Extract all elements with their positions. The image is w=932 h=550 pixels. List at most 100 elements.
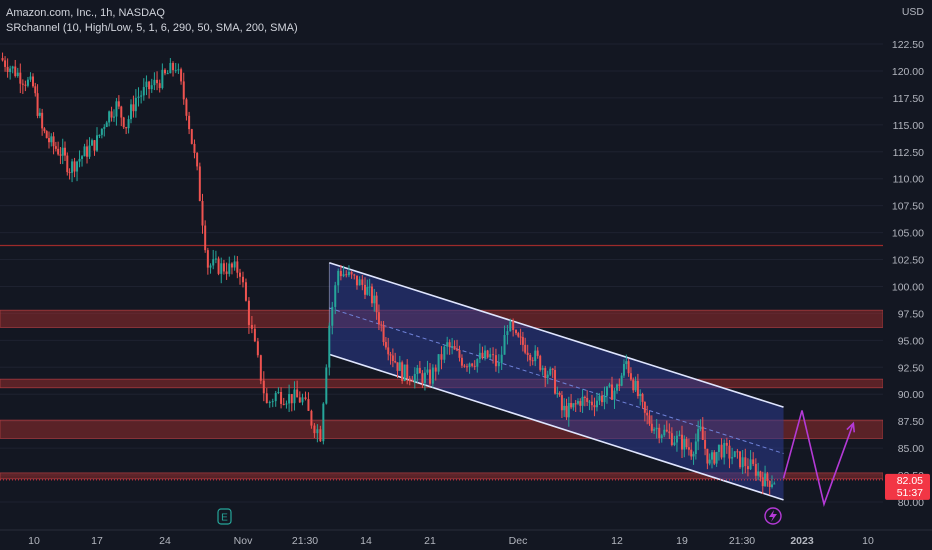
candle-body[interactable]: [301, 397, 304, 403]
candle-body[interactable]: [512, 321, 515, 331]
candle-body[interactable]: [692, 453, 695, 457]
candle-body[interactable]: [236, 261, 239, 273]
candle-body[interactable]: [413, 374, 416, 382]
candle-body[interactable]: [117, 101, 120, 107]
candle-body[interactable]: [429, 369, 431, 384]
candle-body[interactable]: [137, 96, 140, 98]
candle-body[interactable]: [713, 452, 716, 464]
candle-body[interactable]: [38, 112, 41, 116]
candle-body[interactable]: [749, 459, 752, 470]
candle-body[interactable]: [489, 354, 492, 358]
candle-body[interactable]: [663, 429, 666, 436]
candle-body[interactable]: [431, 367, 434, 384]
candle-body[interactable]: [185, 99, 188, 116]
candle-body[interactable]: [699, 426, 702, 430]
candle-body[interactable]: [350, 271, 353, 275]
candle-body[interactable]: [342, 274, 345, 277]
candle-body[interactable]: [560, 395, 563, 411]
candle-body[interactable]: [103, 127, 106, 129]
candle-body[interactable]: [280, 391, 283, 404]
candle-body[interactable]: [130, 104, 132, 120]
candle-body[interactable]: [720, 444, 723, 458]
candle-body[interactable]: [76, 161, 79, 172]
candle-body[interactable]: [57, 148, 60, 155]
candle-body[interactable]: [6, 66, 9, 72]
candle-body[interactable]: [761, 477, 764, 487]
earnings-e-icon[interactable]: [217, 508, 232, 525]
candle-body[interactable]: [484, 350, 487, 359]
candle-body[interactable]: [486, 350, 489, 358]
channel-fill[interactable]: [329, 262, 784, 500]
candle-body[interactable]: [434, 367, 437, 372]
candle-body[interactable]: [36, 93, 39, 116]
candle-body[interactable]: [658, 427, 661, 438]
candle-body[interactable]: [519, 336, 522, 338]
candle-body[interactable]: [683, 439, 686, 450]
candle-body[interactable]: [4, 60, 7, 67]
candle-body[interactable]: [389, 354, 392, 356]
candle-body[interactable]: [169, 63, 172, 74]
candle-body[interactable]: [411, 380, 414, 382]
candles[interactable]: [1, 52, 776, 495]
candle-body[interactable]: [1, 58, 4, 61]
candle-body[interactable]: [759, 471, 762, 478]
candle-body[interactable]: [32, 76, 34, 87]
candle-body[interactable]: [458, 350, 461, 358]
candle-body[interactable]: [198, 166, 201, 201]
candle-body[interactable]: [277, 391, 280, 394]
candle-body[interactable]: [701, 426, 704, 440]
candle-body[interactable]: [355, 275, 358, 286]
candle-body[interactable]: [563, 405, 566, 411]
candle-body[interactable]: [544, 368, 547, 378]
candle-body[interactable]: [500, 354, 503, 363]
candle-body[interactable]: [71, 161, 74, 173]
candle-body[interactable]: [259, 355, 262, 381]
candle-body[interactable]: [48, 138, 50, 143]
candle-body[interactable]: [690, 449, 693, 457]
candle-body[interactable]: [220, 263, 223, 274]
candle-body[interactable]: [524, 344, 527, 353]
candle-body[interactable]: [565, 405, 568, 418]
candle-body[interactable]: [319, 429, 322, 442]
candle-body[interactable]: [517, 333, 520, 337]
candle-body[interactable]: [529, 354, 532, 361]
channel-upper-line[interactable]: [329, 261, 784, 408]
candle-body[interactable]: [145, 81, 148, 88]
channel-mid-line[interactable]: [329, 307, 784, 454]
candle-body[interactable]: [731, 457, 734, 459]
candle-body[interactable]: [478, 352, 481, 360]
candle-body[interactable]: [113, 116, 115, 118]
candle-body[interactable]: [387, 347, 390, 355]
candle-body[interactable]: [416, 367, 419, 375]
candle-body[interactable]: [717, 444, 720, 452]
candle-body[interactable]: [368, 286, 371, 288]
candle-body[interactable]: [694, 441, 697, 454]
candle-body[interactable]: [201, 200, 204, 226]
candle-body[interactable]: [401, 362, 404, 381]
candle-body[interactable]: [331, 306, 334, 326]
candle-body[interactable]: [364, 284, 366, 295]
candle-body[interactable]: [613, 390, 616, 400]
candle-body[interactable]: [421, 373, 424, 383]
candle-body[interactable]: [377, 312, 380, 325]
candle-body[interactable]: [268, 402, 271, 404]
candle-body[interactable]: [641, 393, 644, 402]
candle-body[interactable]: [418, 367, 421, 374]
candle-body[interactable]: [21, 83, 24, 85]
candle-body[interactable]: [83, 146, 86, 157]
candle-body[interactable]: [603, 395, 606, 403]
candle-body[interactable]: [391, 355, 394, 362]
candle-body[interactable]: [757, 471, 760, 476]
candle-body[interactable]: [600, 395, 603, 403]
candle-body[interactable]: [541, 368, 544, 370]
candle-body[interactable]: [558, 392, 561, 396]
candle-body[interactable]: [98, 134, 101, 136]
candle-body[interactable]: [574, 403, 577, 405]
candle-body[interactable]: [460, 357, 463, 366]
candle-body[interactable]: [153, 79, 156, 86]
candle-body[interactable]: [398, 362, 401, 371]
candle-body[interactable]: [217, 258, 220, 274]
candle-body[interactable]: [426, 369, 429, 373]
candle-body[interactable]: [451, 346, 454, 348]
candle-body[interactable]: [531, 360, 534, 362]
